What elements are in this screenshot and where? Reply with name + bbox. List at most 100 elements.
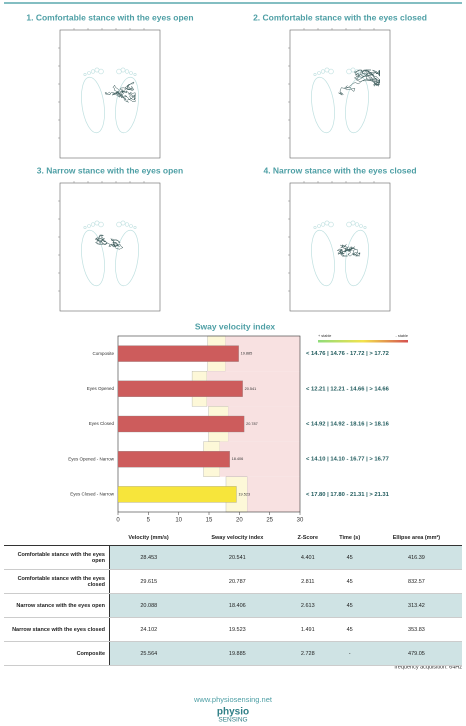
x-tick-label: 0	[116, 518, 120, 524]
bar	[117, 345, 239, 362]
value-label: 19.523	[238, 492, 250, 496]
legend-label: + stable	[318, 334, 331, 338]
column-header: Z-Score	[287, 530, 329, 546]
table-row: Composite 25.564 19.885 2.728-479.05	[4, 641, 462, 666]
column-header: Sway velocity index	[187, 530, 288, 546]
table-cell: 19.885	[187, 641, 288, 666]
value-label: 20.541	[245, 387, 257, 391]
toe	[129, 71, 133, 75]
table-cell: 45	[328, 545, 371, 570]
sway-trace	[336, 244, 361, 257]
toe	[90, 222, 96, 227]
unstable-zone	[219, 441, 300, 477]
logo-bottom: SENSING	[218, 717, 247, 724]
panel-title: 2. Comfortable stance with the eyes clos…	[253, 12, 427, 22]
footprint	[115, 76, 139, 134]
toe	[129, 224, 133, 228]
table-row: Narrow stance with the eyes open 20.088 18…	[4, 593, 462, 618]
range-label: < 14.76 | 14.76 - 17.72 | > 17.72	[306, 351, 389, 357]
x-tick-label: 15	[206, 518, 213, 524]
table-cell: 28.453	[109, 545, 188, 570]
toe	[87, 224, 91, 228]
unstable-zone	[247, 476, 300, 512]
footprint	[115, 229, 139, 287]
row-label: Narrow stance with the eyes open	[4, 593, 110, 618]
row-label: Composite	[4, 641, 110, 666]
sway-trace	[338, 69, 381, 96]
table-cell: 24.102	[109, 617, 188, 642]
toe	[324, 220, 330, 226]
footprint	[345, 229, 369, 287]
category-label: Eyes Opened	[87, 386, 115, 391]
value-label: 20.787	[246, 422, 258, 426]
toe	[350, 67, 356, 73]
toe	[124, 69, 130, 74]
table-row: Narrow stance with the eyes closed 24.102…	[4, 617, 462, 642]
table-cell: 45	[328, 569, 371, 594]
toe	[317, 71, 321, 75]
value-label: 19.885	[241, 352, 253, 356]
toe	[83, 73, 87, 77]
toe	[313, 226, 317, 230]
panel-title: 3. Narrow stance with the eyes open	[37, 165, 183, 175]
note: frequency acquisition: 64Hz	[394, 664, 462, 670]
table-cell: 18.406	[187, 593, 288, 618]
column-header: Time (s)	[328, 530, 371, 546]
toe	[90, 69, 96, 74]
value-label: 18.406	[232, 457, 244, 461]
column-header: Ellipse area (mm²)	[370, 530, 462, 546]
toe	[94, 67, 100, 73]
toe	[324, 67, 330, 73]
table-cell: 2.613	[287, 593, 329, 618]
toe	[120, 67, 126, 73]
table-cell: 19.523	[187, 617, 288, 642]
table-cell: 2.728	[287, 641, 329, 666]
panel-title: 4. Narrow stance with the eyes closed	[263, 165, 416, 175]
sway-trace	[94, 234, 124, 250]
legend-scale	[318, 340, 408, 343]
table-cell: 313.42	[370, 593, 462, 618]
logo-top: physio	[217, 707, 249, 718]
footprint	[81, 229, 105, 287]
toe	[133, 226, 137, 230]
category-label: Composite	[92, 351, 114, 356]
table-cell: 353.83	[370, 617, 462, 642]
footprint	[311, 76, 335, 134]
toe	[124, 222, 130, 227]
category-label: Eyes Opened - Narrow	[68, 456, 115, 461]
header-row: Velocity (mm/s) Sway velocity index Z-Scor…	[4, 530, 462, 546]
row-label: Comfortable stance with the eyes open	[4, 545, 110, 570]
panel-frame	[59, 182, 161, 312]
bar	[117, 486, 237, 503]
footer-url: www.physiosensing.net	[193, 695, 273, 704]
category-label: Eyes Closed	[89, 421, 115, 426]
footprint	[81, 76, 105, 134]
table-cell: 2.811	[287, 569, 329, 594]
panel-frame	[59, 29, 161, 159]
panel-title: 1. Comfortable stance with the eyes open	[26, 12, 193, 22]
table-row: Comfortable stance with the eyes open 28.…	[4, 545, 462, 570]
row-label: Comfortable stance with the eyes closed	[4, 569, 110, 594]
bar	[117, 380, 243, 397]
results-table: Velocity (mm/s) Sway velocity index Z-Scor…	[4, 530, 462, 666]
toe	[83, 226, 87, 230]
range-label: < 14.92 | 14.92 - 18.16 | > 18.16	[306, 422, 390, 428]
toe	[94, 220, 100, 226]
table-cell: 20.541	[187, 545, 288, 570]
corner	[4, 530, 110, 546]
row-label: Narrow stance with the eyes closed	[4, 617, 110, 642]
toe	[313, 73, 317, 77]
table-row: Comfortable stance with the eyes closed 2…	[4, 569, 462, 594]
x-tick-label: 5	[147, 518, 151, 524]
category-label: Eyes Closed - Narrow	[70, 492, 115, 497]
table-cell: 29.615	[109, 569, 188, 594]
toe	[354, 222, 360, 227]
x-tick-label: 20	[236, 518, 243, 524]
toe	[87, 71, 91, 75]
x-tick-label: 30	[297, 518, 304, 524]
bar	[117, 415, 245, 433]
column-header: Velocity (mm/s)	[109, 530, 188, 546]
toe	[320, 222, 326, 227]
toe	[317, 224, 321, 228]
